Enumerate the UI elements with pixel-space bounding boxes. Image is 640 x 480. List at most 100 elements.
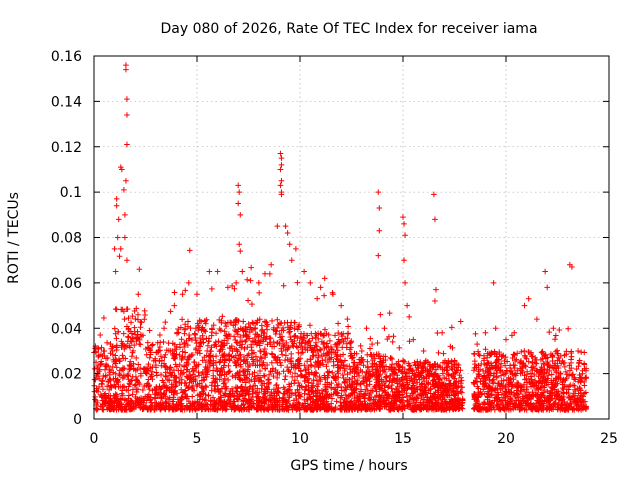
data-point	[317, 376, 324, 383]
data-point	[528, 376, 535, 383]
data-point	[285, 368, 292, 374]
data-point	[380, 368, 386, 374]
data-point	[368, 402, 375, 408]
data-point	[551, 384, 557, 391]
data-point	[120, 366, 126, 372]
data-point	[270, 373, 277, 379]
data-point	[580, 406, 586, 412]
data-point	[560, 381, 566, 388]
data-point	[375, 378, 381, 385]
data-point	[449, 324, 455, 331]
data-point	[373, 372, 380, 378]
data-point	[381, 387, 388, 394]
data-point	[556, 327, 563, 333]
data-point	[179, 316, 185, 323]
data-point	[381, 378, 387, 385]
data-point	[112, 391, 119, 397]
data-point	[417, 359, 424, 366]
data-point	[264, 386, 271, 393]
data-point	[309, 335, 316, 342]
data-point	[511, 391, 517, 398]
data-point	[307, 362, 314, 368]
data-point	[470, 405, 477, 412]
data-point	[117, 372, 123, 379]
data-point	[207, 406, 214, 413]
data-point	[536, 370, 543, 376]
data-point	[198, 392, 204, 398]
data-point	[374, 340, 381, 346]
data-point	[521, 352, 528, 359]
data-point	[346, 363, 353, 370]
data-point	[198, 318, 204, 325]
data-point	[407, 402, 413, 408]
data-point	[216, 359, 223, 366]
data-point	[511, 352, 518, 358]
data-point	[582, 374, 589, 381]
data-point-peak	[431, 191, 437, 198]
data-point	[543, 369, 549, 376]
data-point	[149, 341, 156, 348]
data-point	[376, 378, 383, 384]
data-point	[146, 383, 152, 389]
data-point	[343, 386, 350, 393]
data-point	[134, 377, 140, 384]
data-point-peak	[521, 302, 528, 309]
data-point	[260, 338, 266, 345]
data-point	[270, 406, 276, 413]
data-point	[226, 351, 233, 358]
data-point	[568, 401, 574, 407]
data-point	[521, 406, 528, 413]
data-point-peak	[511, 329, 518, 336]
data-point	[501, 358, 508, 364]
data-point	[220, 405, 227, 412]
data-point	[486, 360, 492, 367]
data-point	[296, 323, 302, 330]
data-point	[295, 365, 302, 372]
data-point	[367, 335, 374, 342]
data-point	[549, 358, 556, 364]
data-point	[444, 400, 451, 407]
data-point	[112, 325, 118, 332]
data-point	[167, 364, 174, 371]
data-point	[128, 319, 134, 326]
data-point	[397, 392, 403, 399]
data-point	[564, 371, 570, 378]
data-point	[277, 320, 283, 327]
data-point	[325, 332, 332, 338]
data-point	[424, 394, 431, 400]
data-point	[258, 348, 264, 355]
data-point	[539, 348, 546, 355]
data-point	[553, 365, 560, 372]
data-point-peak	[344, 316, 351, 322]
data-point	[528, 373, 534, 380]
data-point	[229, 348, 236, 354]
data-point	[240, 318, 247, 325]
data-point	[508, 383, 515, 390]
data-point	[514, 383, 520, 390]
data-point-peak	[278, 155, 285, 161]
data-point	[145, 384, 152, 390]
data-point	[510, 351, 517, 358]
data-point-peak	[239, 268, 246, 275]
data-point	[323, 363, 330, 370]
data-point	[491, 350, 498, 356]
data-point	[163, 373, 169, 380]
data-point	[171, 403, 177, 410]
data-point	[129, 349, 136, 356]
data-point	[521, 397, 527, 404]
data-point	[203, 369, 210, 376]
data-point	[583, 403, 589, 410]
data-point	[305, 387, 312, 394]
data-point	[269, 359, 275, 366]
data-point	[195, 369, 202, 376]
data-point	[456, 378, 462, 385]
data-point	[508, 406, 514, 413]
y-tick-label: 0.04	[51, 321, 82, 337]
data-point	[233, 339, 240, 346]
data-point	[365, 404, 371, 411]
data-point	[324, 340, 330, 347]
data-point	[113, 364, 120, 371]
data-point	[280, 327, 287, 334]
data-point	[549, 364, 556, 371]
